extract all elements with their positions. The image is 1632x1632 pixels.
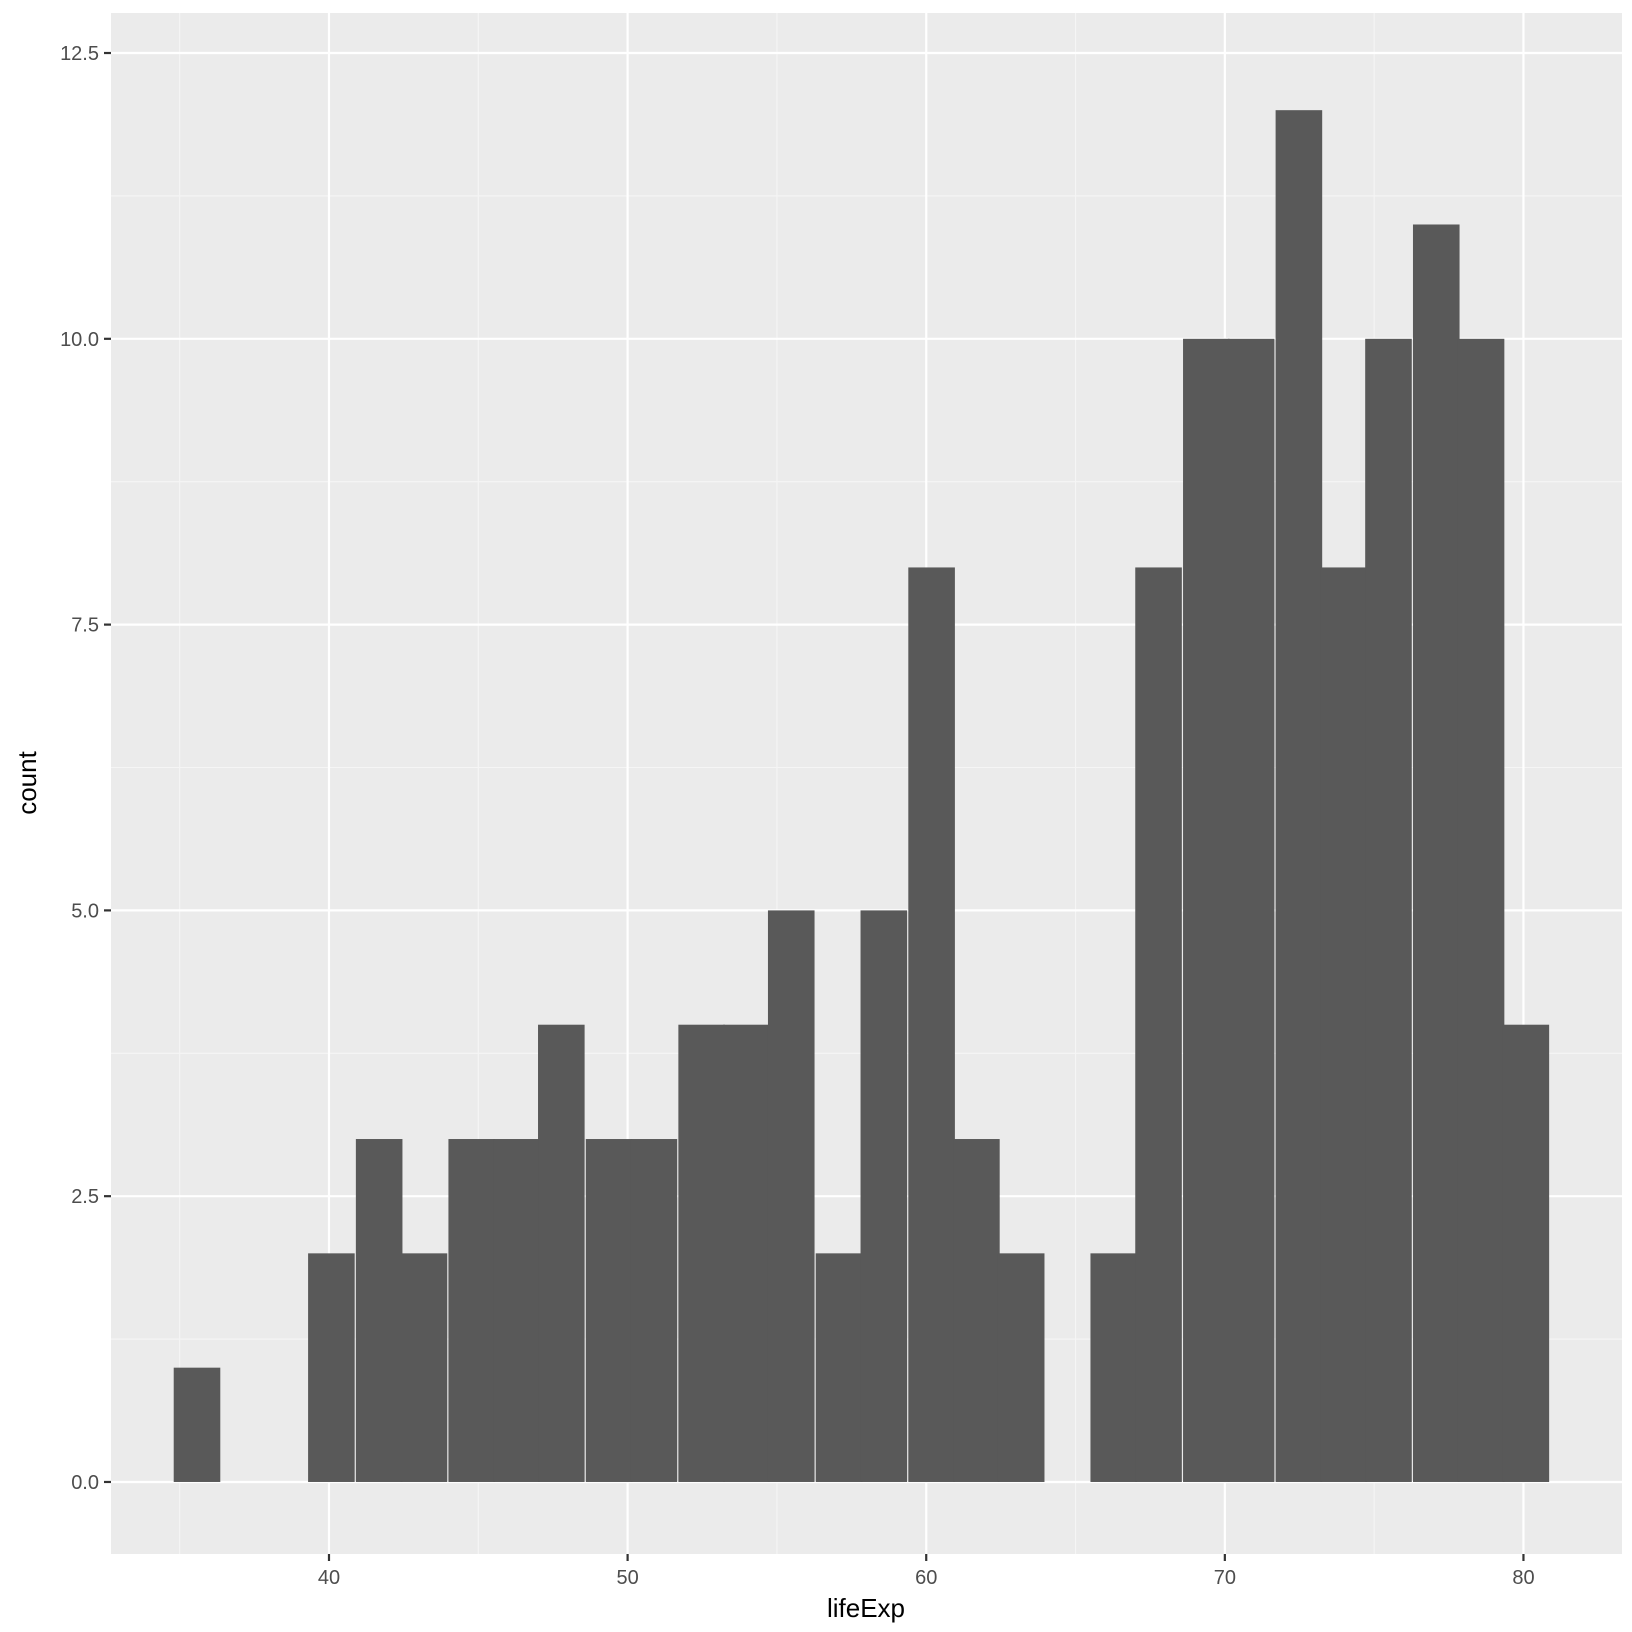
y-axis: 0.0 2.5 5.0 7.5 10.0 12.5 <box>60 43 111 1494</box>
x-tick-label: 50 <box>616 1567 638 1589</box>
histogram-bar <box>400 1253 448 1482</box>
histogram-bar <box>815 1253 863 1482</box>
histogram-bar <box>1457 338 1505 1482</box>
histogram-bar <box>1320 567 1367 1482</box>
y-tick-label: 10.0 <box>60 329 99 351</box>
histogram-bars <box>173 110 1550 1482</box>
histogram-bar <box>860 910 908 1482</box>
x-tick-label: 40 <box>318 1567 340 1589</box>
histogram-bar <box>493 1139 540 1482</box>
histogram-bar <box>1227 338 1275 1482</box>
histogram-bar <box>1502 1024 1550 1482</box>
y-tick-label: 0.0 <box>71 1472 99 1494</box>
x-tick-label: 60 <box>915 1567 937 1589</box>
y-tick-label: 2.5 <box>71 1186 99 1208</box>
histogram-bar <box>308 1253 355 1482</box>
histogram-bar <box>908 567 955 1482</box>
x-axis-title: lifeExp <box>827 1593 905 1623</box>
histogram-bar <box>1135 567 1182 1482</box>
histogram-bar <box>1365 338 1412 1482</box>
x-tick-label: 70 <box>1214 1567 1236 1589</box>
histogram-bar <box>767 910 815 1482</box>
y-tick-label: 12.5 <box>60 43 99 65</box>
histogram-bar <box>1412 224 1460 1482</box>
histogram-bar <box>1090 1253 1138 1482</box>
histogram-bar <box>723 1024 770 1482</box>
y-axis-title: count <box>12 750 42 814</box>
histogram-bar <box>630 1139 678 1482</box>
histogram-bar <box>678 1024 725 1482</box>
x-axis: 40 50 60 70 80 <box>318 1554 1535 1589</box>
histogram-bar <box>173 1367 221 1482</box>
histogram-bar <box>585 1139 633 1482</box>
histogram-bar <box>355 1139 403 1482</box>
x-tick-label: 80 <box>1512 1567 1534 1589</box>
histogram-bar <box>953 1139 1000 1482</box>
histogram-bar <box>1275 110 1323 1482</box>
histogram-bar <box>997 1253 1045 1482</box>
histogram-bar <box>1183 338 1230 1482</box>
histogram-bar <box>538 1024 585 1482</box>
histogram-bar <box>448 1139 496 1482</box>
y-tick-label: 7.5 <box>71 615 99 637</box>
y-tick-label: 5.0 <box>71 900 99 922</box>
